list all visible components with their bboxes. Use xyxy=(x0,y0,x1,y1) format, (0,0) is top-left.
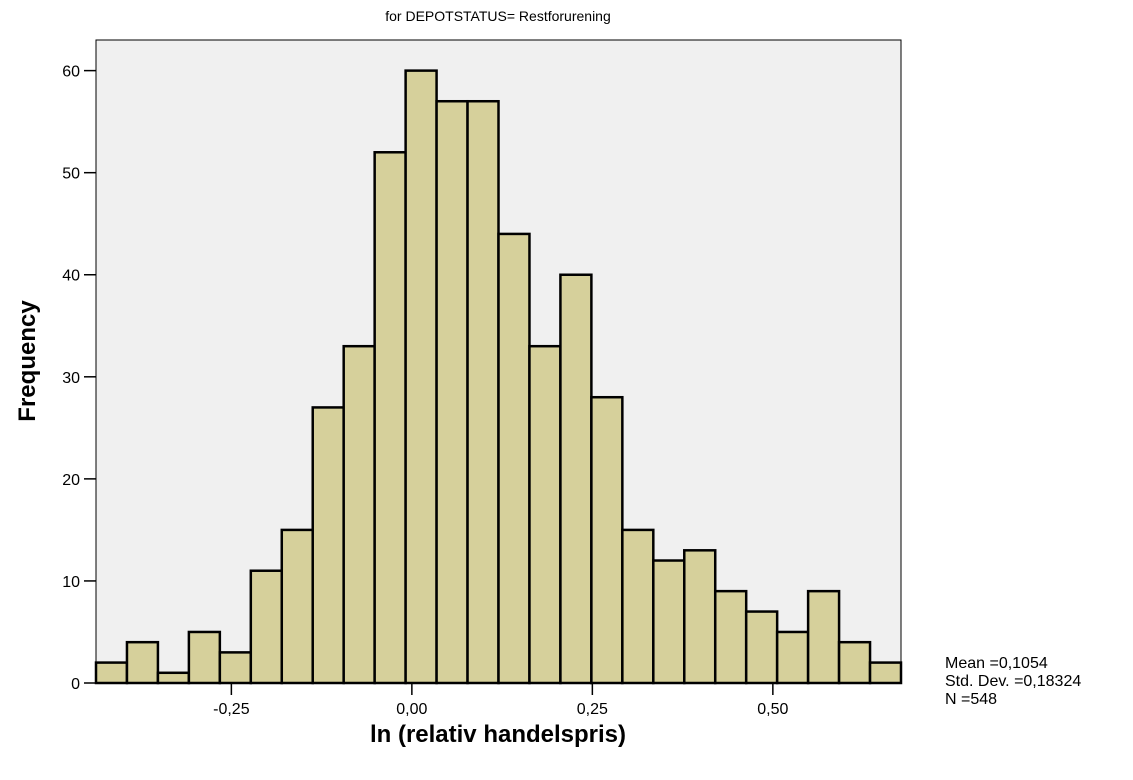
histogram-bar xyxy=(806,589,841,685)
histogram-bar xyxy=(280,528,314,685)
bars-group xyxy=(94,69,903,685)
histogram-bar xyxy=(652,559,686,685)
histogram-bar xyxy=(94,661,129,685)
stats-std-dev: Std. Dev. =0,18324 xyxy=(945,673,1081,690)
histogram-bar xyxy=(125,640,160,685)
histogram-bar xyxy=(156,671,191,685)
histogram-bar xyxy=(868,661,903,685)
x-tick-label: 0,50 xyxy=(757,701,788,718)
x-tick-label: 0,25 xyxy=(577,701,608,718)
x-tick-label: 0,00 xyxy=(396,701,427,718)
y-tick-label: 20 xyxy=(62,472,80,489)
histogram-bar xyxy=(187,630,222,685)
histogram-bar xyxy=(559,273,593,685)
y-tick-label: 0 xyxy=(71,676,80,693)
histogram-bar xyxy=(713,589,748,685)
histogram-bar xyxy=(837,640,872,685)
y-axis-title: Frequency xyxy=(14,300,41,422)
histogram-bar xyxy=(404,69,438,685)
histogram-bar xyxy=(775,630,810,685)
stats-mean: Mean =0,1054 xyxy=(945,655,1048,672)
stats-n: N =548 xyxy=(945,691,997,708)
histogram-bar xyxy=(497,232,531,685)
y-tick-label: 30 xyxy=(62,370,80,387)
chart-title: for DEPOTSTATUS= Restforurening xyxy=(385,8,611,24)
histogram-bar xyxy=(218,651,253,685)
x-axis: -0,25 0,00 0,25 0,50 xyxy=(213,683,789,718)
histogram-bar xyxy=(249,569,284,685)
histogram-bar xyxy=(311,406,345,685)
histogram-bar xyxy=(373,151,407,685)
histogram-bar xyxy=(590,395,624,685)
histogram-bar xyxy=(466,99,500,685)
y-tick-label: 10 xyxy=(62,574,80,591)
x-axis-title: ln (relativ handelspris) xyxy=(370,721,626,748)
histogram-bar xyxy=(683,549,717,685)
y-tick-label: 60 xyxy=(62,64,80,81)
y-tick-label: 40 xyxy=(62,268,80,285)
y-tick-label: 50 xyxy=(62,166,80,183)
stats-block: Mean =0,1054 Std. Dev. =0,18324 N =548 xyxy=(945,655,1081,708)
histogram-bar xyxy=(621,528,655,685)
histogram-bar xyxy=(342,344,376,685)
histogram-bar xyxy=(528,344,562,685)
x-tick-label: -0,25 xyxy=(213,701,250,718)
histogram-bar xyxy=(435,99,469,685)
y-axis: 0 10 20 30 40 50 60 xyxy=(62,64,96,693)
histogram-bar xyxy=(744,610,779,685)
